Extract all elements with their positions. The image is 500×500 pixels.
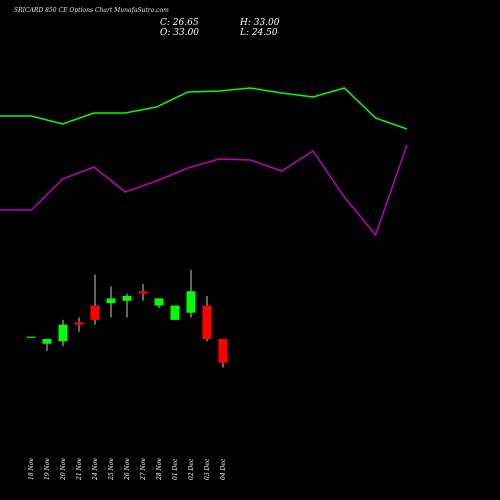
x-tick-label: 01 Dec [172,458,179,480]
x-tick-label: 24 Nov [92,458,99,481]
x-tick-label: 02 Dec [188,458,195,480]
x-tick-label: 03 Dec [204,458,211,480]
candle-body [218,338,228,363]
candle-body [170,305,180,320]
low-value: L: 24.50 [240,28,278,38]
x-tick-label: 04 Dec [220,458,227,480]
overlay-line-2 [0,144,408,237]
x-tick-label: 19 Nov [44,458,51,480]
overlay-line-1 [0,87,408,130]
candle-body [154,298,164,306]
close-value: C: 26.65 [160,18,199,28]
candle-body [106,298,116,304]
x-tick-label: 20 Nov [60,458,67,481]
x-tick-label: 21 Nov [76,458,83,481]
candle-body [138,291,148,294]
candle-body [58,324,68,342]
high-value: H: 33.00 [240,18,280,28]
x-tick-label: 28 Nov [156,458,163,481]
candle-body [26,336,36,338]
candle-body [90,305,100,320]
candle-body [74,322,84,325]
candle-body [42,338,52,344]
candle-body [122,296,132,301]
x-tick-label: 18 Nov [28,458,35,480]
x-tick-label: 25 Nov [108,458,115,481]
x-tick-label: 26 Nov [124,458,131,481]
chart-title: SRICARD 850 CE Options Chart MunafaSutra… [14,7,169,14]
candle-body [202,305,212,339]
candle-body [186,291,196,313]
x-tick-label: 27 Nov [140,458,147,481]
open-value: O: 33.00 [160,28,200,38]
